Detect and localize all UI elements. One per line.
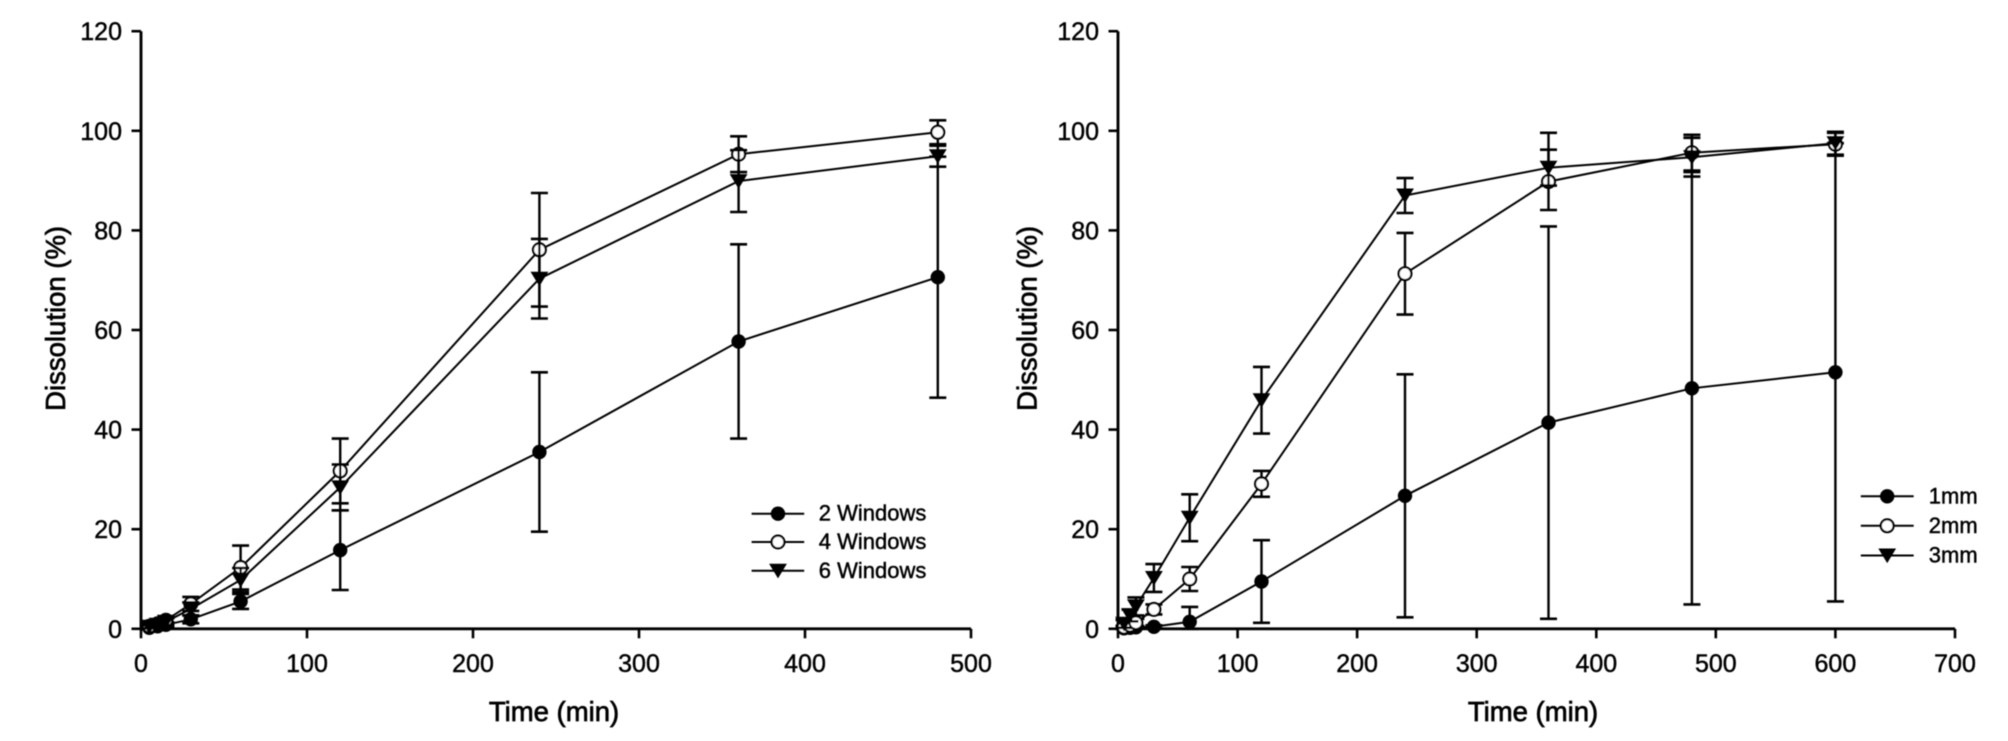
svg-text:Dissolution (%): Dissolution (%) — [40, 226, 71, 411]
svg-text:0: 0 — [134, 650, 148, 678]
svg-text:0: 0 — [1085, 616, 1099, 644]
svg-text:100: 100 — [1217, 650, 1259, 678]
svg-text:60: 60 — [94, 317, 122, 345]
svg-text:400: 400 — [784, 650, 826, 678]
svg-text:3mm: 3mm — [1929, 543, 1978, 568]
svg-text:6 Windows: 6 Windows — [819, 558, 927, 583]
svg-text:Time (min): Time (min) — [489, 696, 619, 727]
svg-text:Time (min): Time (min) — [1468, 696, 1598, 727]
svg-text:200: 200 — [452, 650, 494, 678]
svg-text:100: 100 — [80, 118, 122, 146]
svg-text:400: 400 — [1575, 650, 1617, 678]
svg-text:0: 0 — [1111, 650, 1125, 678]
svg-text:100: 100 — [1057, 118, 1099, 146]
svg-text:120: 120 — [80, 18, 122, 46]
svg-text:120: 120 — [1057, 18, 1099, 46]
svg-text:20: 20 — [94, 516, 122, 544]
svg-text:100: 100 — [286, 650, 328, 678]
svg-text:80: 80 — [94, 217, 122, 245]
svg-text:60: 60 — [1071, 317, 1099, 345]
svg-text:2 Windows: 2 Windows — [819, 501, 927, 526]
svg-text:2mm: 2mm — [1929, 513, 1978, 538]
svg-text:300: 300 — [1456, 650, 1498, 678]
svg-text:200: 200 — [1336, 650, 1378, 678]
svg-text:600: 600 — [1815, 650, 1857, 678]
svg-text:40: 40 — [1071, 417, 1099, 445]
svg-text:20: 20 — [1071, 516, 1099, 544]
svg-text:40: 40 — [94, 417, 122, 445]
svg-text:300: 300 — [618, 650, 660, 678]
svg-text:0: 0 — [108, 616, 122, 644]
svg-text:1mm: 1mm — [1929, 483, 1978, 508]
svg-text:700: 700 — [1934, 650, 1976, 678]
svg-text:80: 80 — [1071, 217, 1099, 245]
svg-text:Dissolution (%): Dissolution (%) — [1011, 226, 1042, 411]
svg-text:4 Windows: 4 Windows — [819, 529, 927, 554]
svg-text:500: 500 — [1695, 650, 1737, 678]
svg-text:500: 500 — [950, 650, 992, 678]
